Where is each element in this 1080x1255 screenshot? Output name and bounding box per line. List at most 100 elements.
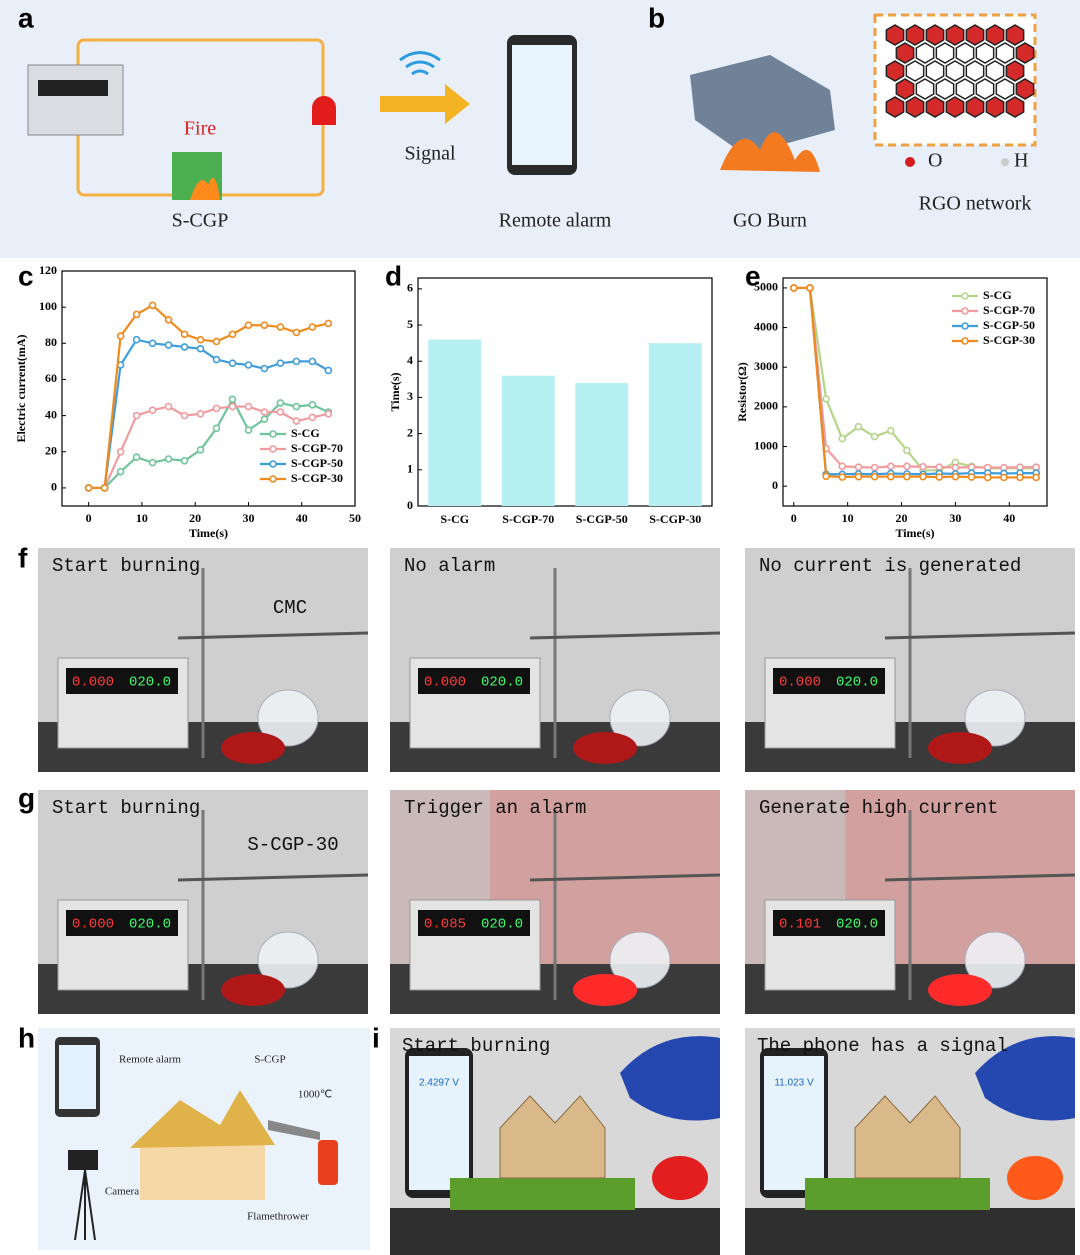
data-point [870,463,879,472]
alarm-light [312,96,336,125]
oxygen-label: O [928,150,942,172]
y-tick-label: 20 [45,444,57,458]
voltage-reading: 020.0 [481,675,523,691]
burner [964,689,1026,747]
series-line [88,397,329,490]
data-point [854,422,863,431]
y-tick-label: 0 [51,480,57,494]
legend-marker [269,475,277,483]
data-point [1032,463,1041,471]
photo-caption: Start burning [52,555,200,577]
photo-caption: Start burning [52,797,200,819]
y-tick-label: 0 [772,478,778,492]
display [66,910,178,936]
data-point [1000,463,1008,472]
data-point [292,402,301,411]
clamp-arm [884,873,1076,882]
photo-caption: Trigger an alarm [404,797,586,819]
series-line [88,338,329,490]
display [66,668,178,694]
current-reading: 0.000 [779,675,821,691]
oxygen-dot [905,157,915,167]
data-point [886,462,895,471]
data-point [244,402,253,411]
data-point [260,408,269,416]
voltage-reading: 020.0 [836,675,878,691]
data-point [228,359,237,367]
data-point [308,413,317,422]
panel-label: b [648,2,665,33]
rgo-label: RGO network [919,193,1032,215]
y-tick-label: 100 [39,299,57,313]
h-flamethrower: Flamethrower [247,1211,309,1223]
wifi-icon [399,51,441,76]
voltage-reading: 020.0 [836,917,878,933]
data-point [164,455,173,463]
data-point [822,472,830,481]
phone-screen [512,45,572,165]
legend-label: S-CGP-70 [291,441,343,455]
data-point [180,330,189,339]
data-point [196,446,205,454]
burner [257,931,319,989]
data-point [324,410,333,418]
data-point [196,344,205,353]
data-point [100,484,109,492]
data-point [324,366,333,375]
display [773,910,885,936]
data-point [935,463,944,471]
data-point [212,424,221,433]
data-point [116,467,125,476]
data-point [919,462,927,471]
hexagon [955,78,975,100]
y-axis-label: Electric current(mA) [14,334,28,442]
hexagon [925,96,945,118]
data-point [260,415,269,424]
series-line [793,286,1037,469]
data-point [308,400,317,409]
data-point [903,462,911,471]
bar [501,375,555,506]
x-tick-label: 0 [86,511,92,525]
data-point [838,473,847,481]
hexagon [895,78,915,100]
data-point [260,364,269,373]
grass [805,1178,990,1210]
power-supply [27,64,124,136]
hex-network [885,24,1035,118]
alarm-lamp [928,974,992,1006]
current-reading: 0.000 [72,675,114,691]
x-tick-label: S-CGP-70 [502,512,554,526]
x-tick-label: 10 [842,511,854,525]
hexagon [975,78,995,100]
data-point [838,462,847,471]
x-tick-label: 40 [1003,511,1015,525]
x-axis-label: Time(s) [895,526,934,540]
data-point [292,328,301,337]
data-point [196,410,205,418]
data-point [983,473,992,482]
data-point [886,472,895,481]
data-point [919,472,927,481]
hexagon [885,24,905,46]
data-point [196,335,205,344]
clamp-arm [177,631,369,640]
sample-label: CMC [273,597,307,619]
flame [190,177,220,200]
y-tick-label: 1000 [754,438,778,452]
x-tick-label: S-CG [440,512,469,526]
display [418,668,530,694]
current-reading: 0.000 [424,675,466,691]
photo-caption: The phone has a signal [757,1035,1008,1057]
data-point [822,395,830,403]
hexagon [945,60,965,82]
data-point [180,457,189,465]
data-point [1032,473,1041,482]
y-tick-label: 2 [407,425,413,439]
y-tick-label: 0 [407,498,413,512]
x-tick-label: 30 [242,511,254,525]
current-reading: 0.000 [72,917,114,933]
clamp-arm [884,631,1076,640]
data-point [212,404,221,413]
legend-marker [269,445,277,453]
